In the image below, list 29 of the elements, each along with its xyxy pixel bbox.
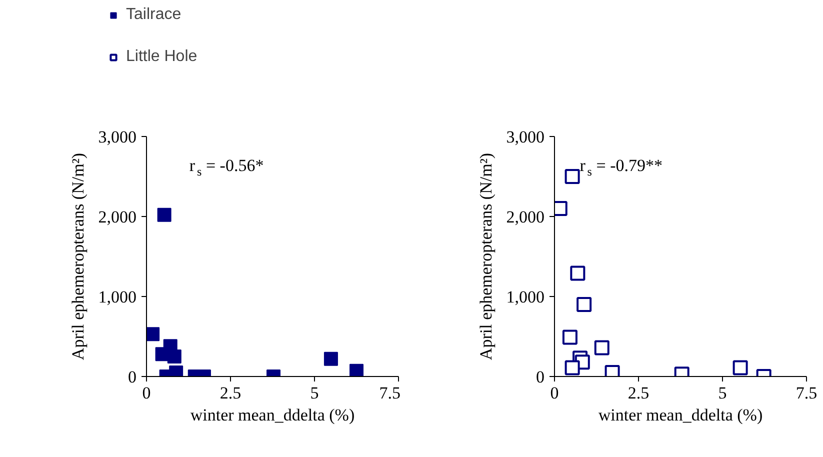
x-axis-title: winter mean_ddelta (%) — [190, 406, 355, 424]
x-tick-label: 7.5 — [379, 384, 400, 402]
point — [564, 360, 580, 376]
point — [564, 169, 580, 184]
y-tick-label: 2,000 — [506, 208, 544, 226]
y-tick-label: 0 — [536, 368, 544, 386]
y-axis-title: April ephemeropterans (N/m²) — [68, 152, 88, 360]
point — [576, 297, 592, 312]
x-tick-label: 2.5 — [628, 384, 650, 402]
x-tick-label: 2.5 — [220, 384, 242, 402]
legend-label: Tailrace — [126, 6, 182, 24]
point — [732, 360, 748, 376]
y-tick-label: 1,000 — [506, 288, 544, 306]
y-tick-label: 3,000 — [98, 128, 136, 146]
y-tick-label: 1,000 — [98, 288, 136, 306]
y-axis-title: April ephemeropterans (N/m²) — [476, 152, 496, 360]
point — [562, 330, 578, 345]
x-tick-label: 7.5 — [796, 384, 818, 402]
point — [570, 266, 586, 281]
x-tick-label: 0 — [142, 384, 151, 402]
point — [594, 340, 610, 356]
x-tick-label: 5 — [310, 384, 319, 402]
y-tick-label: 2,000 — [98, 208, 136, 226]
x-axis-title: winter mean_ddelta (%) — [598, 406, 763, 424]
y-tick-label: 3,000 — [506, 128, 544, 146]
y-tick-label: 0 — [128, 368, 136, 386]
text: Little Hole — [126, 48, 198, 66]
x-tick-label: 5 — [718, 384, 727, 402]
x-tick-label: 0 — [550, 384, 559, 402]
